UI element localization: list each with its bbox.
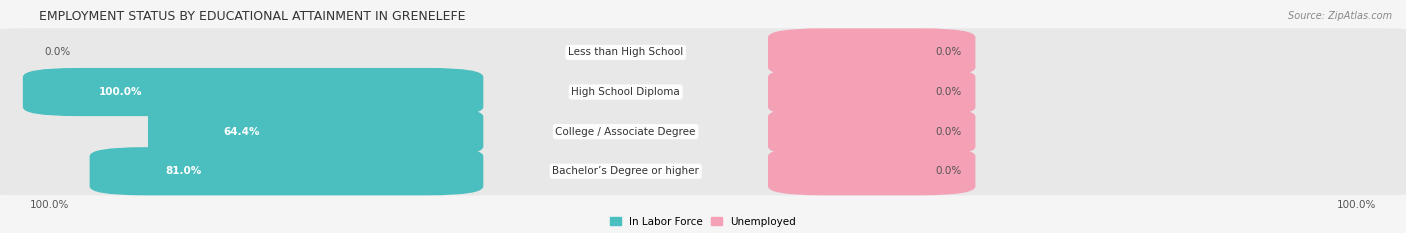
Text: 64.4%: 64.4% [224,127,260,137]
FancyBboxPatch shape [0,68,1406,116]
FancyBboxPatch shape [768,108,976,156]
FancyBboxPatch shape [22,68,484,116]
Text: Source: ZipAtlas.com: Source: ZipAtlas.com [1288,11,1392,21]
Text: EMPLOYMENT STATUS BY EDUCATIONAL ATTAINMENT IN GRENELEFE: EMPLOYMENT STATUS BY EDUCATIONAL ATTAINM… [39,10,465,23]
FancyBboxPatch shape [90,147,484,195]
Text: 100.0%: 100.0% [31,200,70,210]
Text: 0.0%: 0.0% [935,48,962,57]
Text: 100.0%: 100.0% [1336,200,1375,210]
Text: 0.0%: 0.0% [935,127,962,137]
FancyBboxPatch shape [0,147,1406,195]
FancyBboxPatch shape [0,28,1406,76]
Text: 0.0%: 0.0% [935,87,962,97]
Legend: In Labor Force, Unemployed: In Labor Force, Unemployed [610,217,796,227]
Text: 81.0%: 81.0% [166,166,201,176]
FancyBboxPatch shape [148,108,484,156]
FancyBboxPatch shape [768,147,976,195]
FancyBboxPatch shape [0,108,1406,156]
Text: Bachelor’s Degree or higher: Bachelor’s Degree or higher [553,166,699,176]
Text: High School Diploma: High School Diploma [571,87,681,97]
Text: 0.0%: 0.0% [44,48,70,57]
Text: College / Associate Degree: College / Associate Degree [555,127,696,137]
FancyBboxPatch shape [768,28,976,76]
Text: Less than High School: Less than High School [568,48,683,57]
Text: 0.0%: 0.0% [935,166,962,176]
FancyBboxPatch shape [768,68,976,116]
Text: 100.0%: 100.0% [98,87,142,97]
